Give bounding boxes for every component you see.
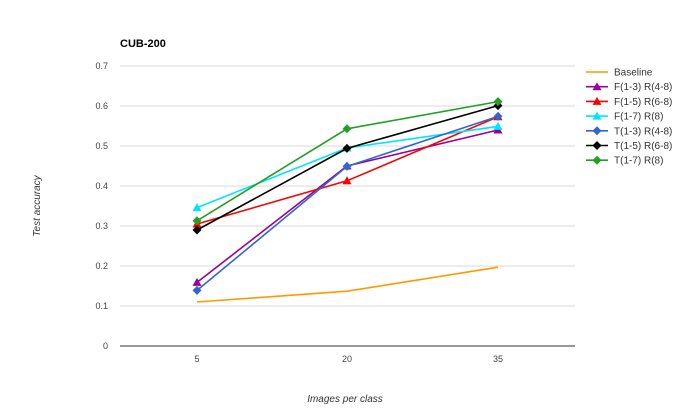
legend-marker [592,82,602,91]
data-point [192,225,202,235]
data-point [493,111,503,121]
series-baseline [196,266,499,303]
y-tick-label: 0 [103,341,108,351]
data-point [342,176,352,185]
legend-label: F(1-5) R(6-8) [614,97,672,108]
y-axis-label: Test accuracy [32,174,43,236]
x-axis-label: Images per class [307,394,383,405]
legend-marker [592,96,602,105]
x-tick-label: 35 [493,354,503,364]
data-point [342,124,352,134]
series-line [196,266,499,303]
series-line [196,115,499,292]
legend-item: T(1-7) R(8) [586,155,663,167]
chart-title: CUB-200 [120,38,166,50]
legend-item: F(1-3) R(4-8) [586,82,672,93]
legend-marker [592,141,602,150]
y-tick-label: 0.1 [95,301,108,311]
legend-label: F(1-7) R(8) [614,112,663,123]
gridlines [120,65,575,347]
y-tick-label: 0.7 [95,61,108,71]
series-group [192,97,503,303]
data-point [493,121,503,130]
legend-item: F(1-7) R(8) [586,111,663,123]
y-tick-label: 0.6 [95,101,108,111]
legend-label: T(1-7) R(8) [614,156,663,167]
y-tick-label: 0.5 [95,141,108,151]
legend-marker [592,126,602,136]
data-point [192,216,202,226]
data-point [342,161,352,171]
legend-label: T(1-3) R(4-8) [614,126,672,137]
x-axis-ticks: 5 20 35 [194,354,503,364]
y-tick-label: 0.2 [95,261,108,271]
y-tick-label: 0.3 [95,221,108,231]
legend-item: F(1-5) R(6-8) [586,96,672,108]
legend-label: F(1-3) R(4-8) [614,82,672,93]
data-point [192,277,202,286]
legend-item: Baseline [586,68,653,79]
legend-item: T(1-3) R(4-8) [586,126,672,137]
legend-label: T(1-5) R(6-8) [614,141,672,152]
y-axis-ticks: 0 0.1 0.2 0.3 0.4 0.5 0.6 0.7 [95,61,108,351]
data-point [342,143,352,153]
legend-marker [592,155,602,165]
data-point [192,285,202,295]
data-point [192,203,202,212]
legend-marker [592,111,602,120]
data-point [493,97,503,107]
series-line [196,100,499,222]
legend-label: Baseline [614,68,653,79]
series-t-1-7-r-8 [192,97,503,226]
y-tick-label: 0.4 [95,181,108,191]
x-tick-label: 20 [342,354,352,364]
series-t-1-3-r-4-8 [192,111,503,295]
legend: Baseline F(1-3) R(4-8) F(1-5) R(6-8) F(1-7)… [586,68,672,167]
x-tick-label: 5 [194,354,199,364]
legend-item: T(1-5) R(6-8) [586,141,672,152]
